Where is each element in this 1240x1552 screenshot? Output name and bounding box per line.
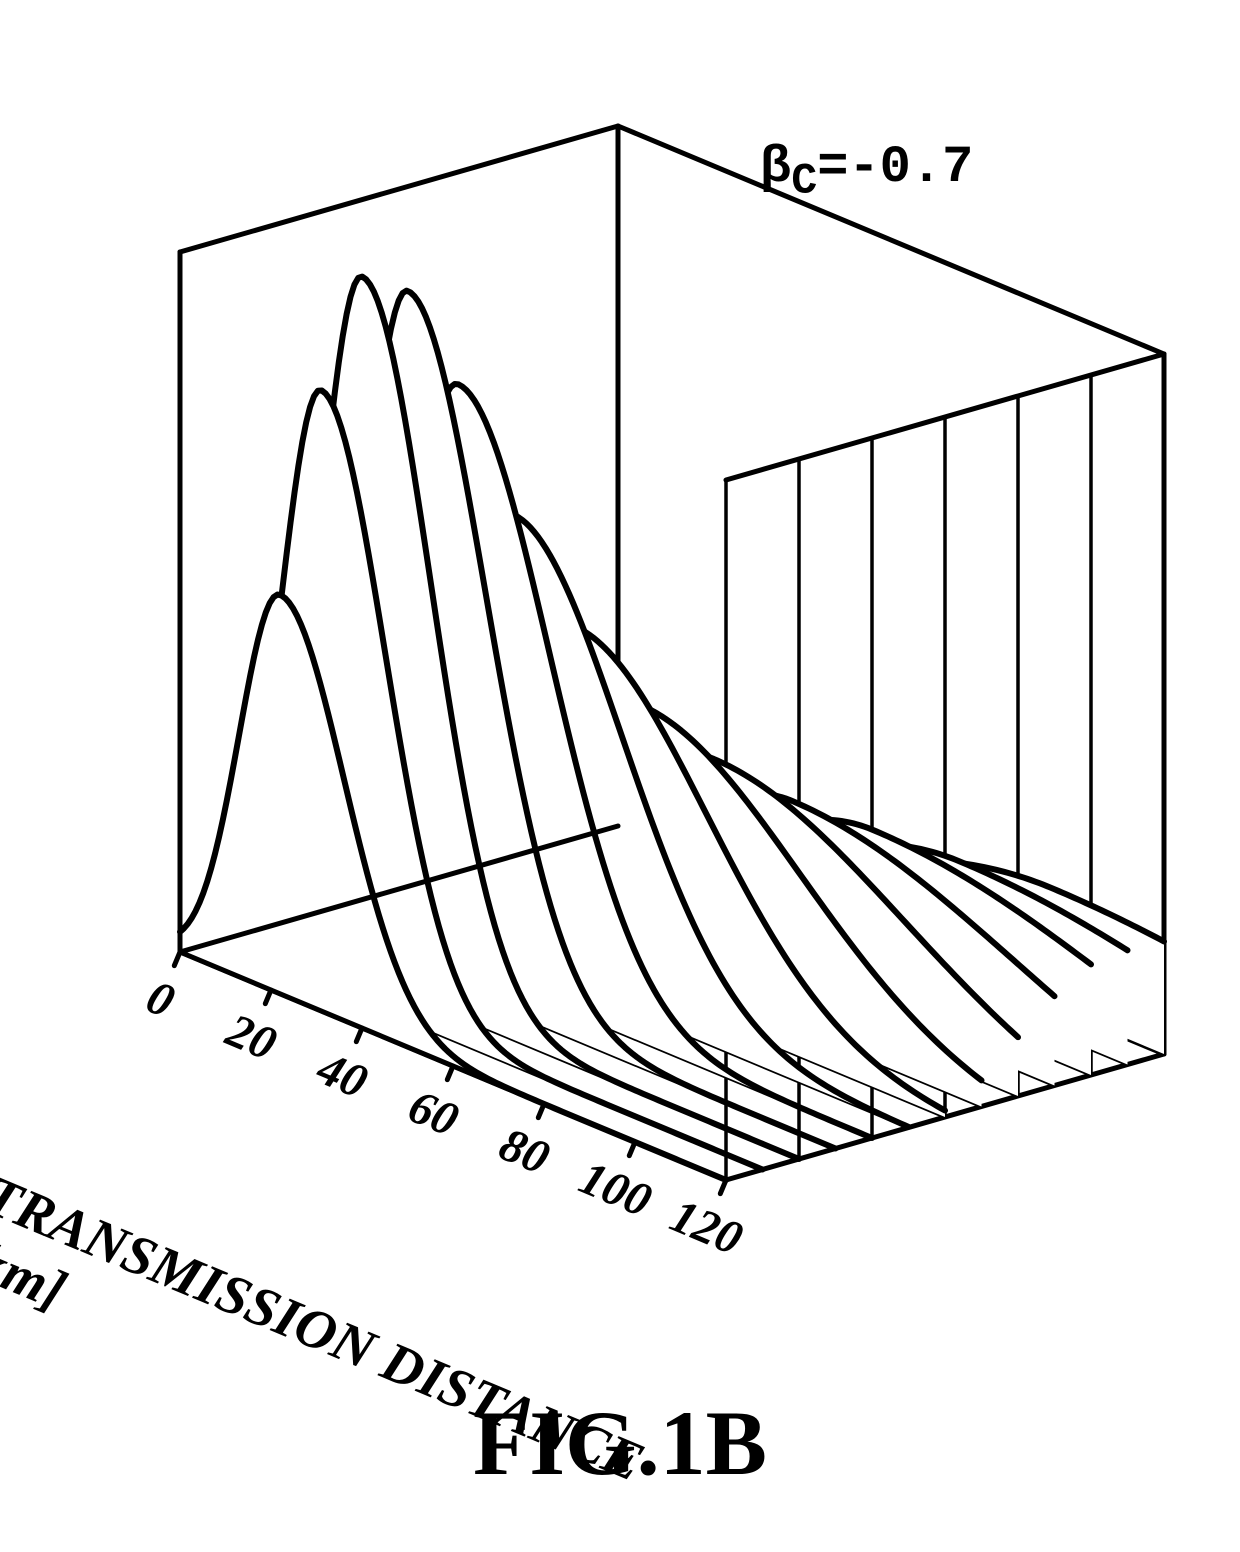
beta-annotation: βC=-0.7 [760,138,973,206]
figure-stage: βC=-0.7 020406080100120 TRANSMISSION DIS… [0,0,1240,1552]
beta-equals: = [817,138,848,197]
figure-label: FIG.1B [0,1390,1240,1496]
beta-value: -0.7 [848,138,973,197]
beta-symbol: β [760,138,791,197]
beta-subscript: C [791,157,817,206]
